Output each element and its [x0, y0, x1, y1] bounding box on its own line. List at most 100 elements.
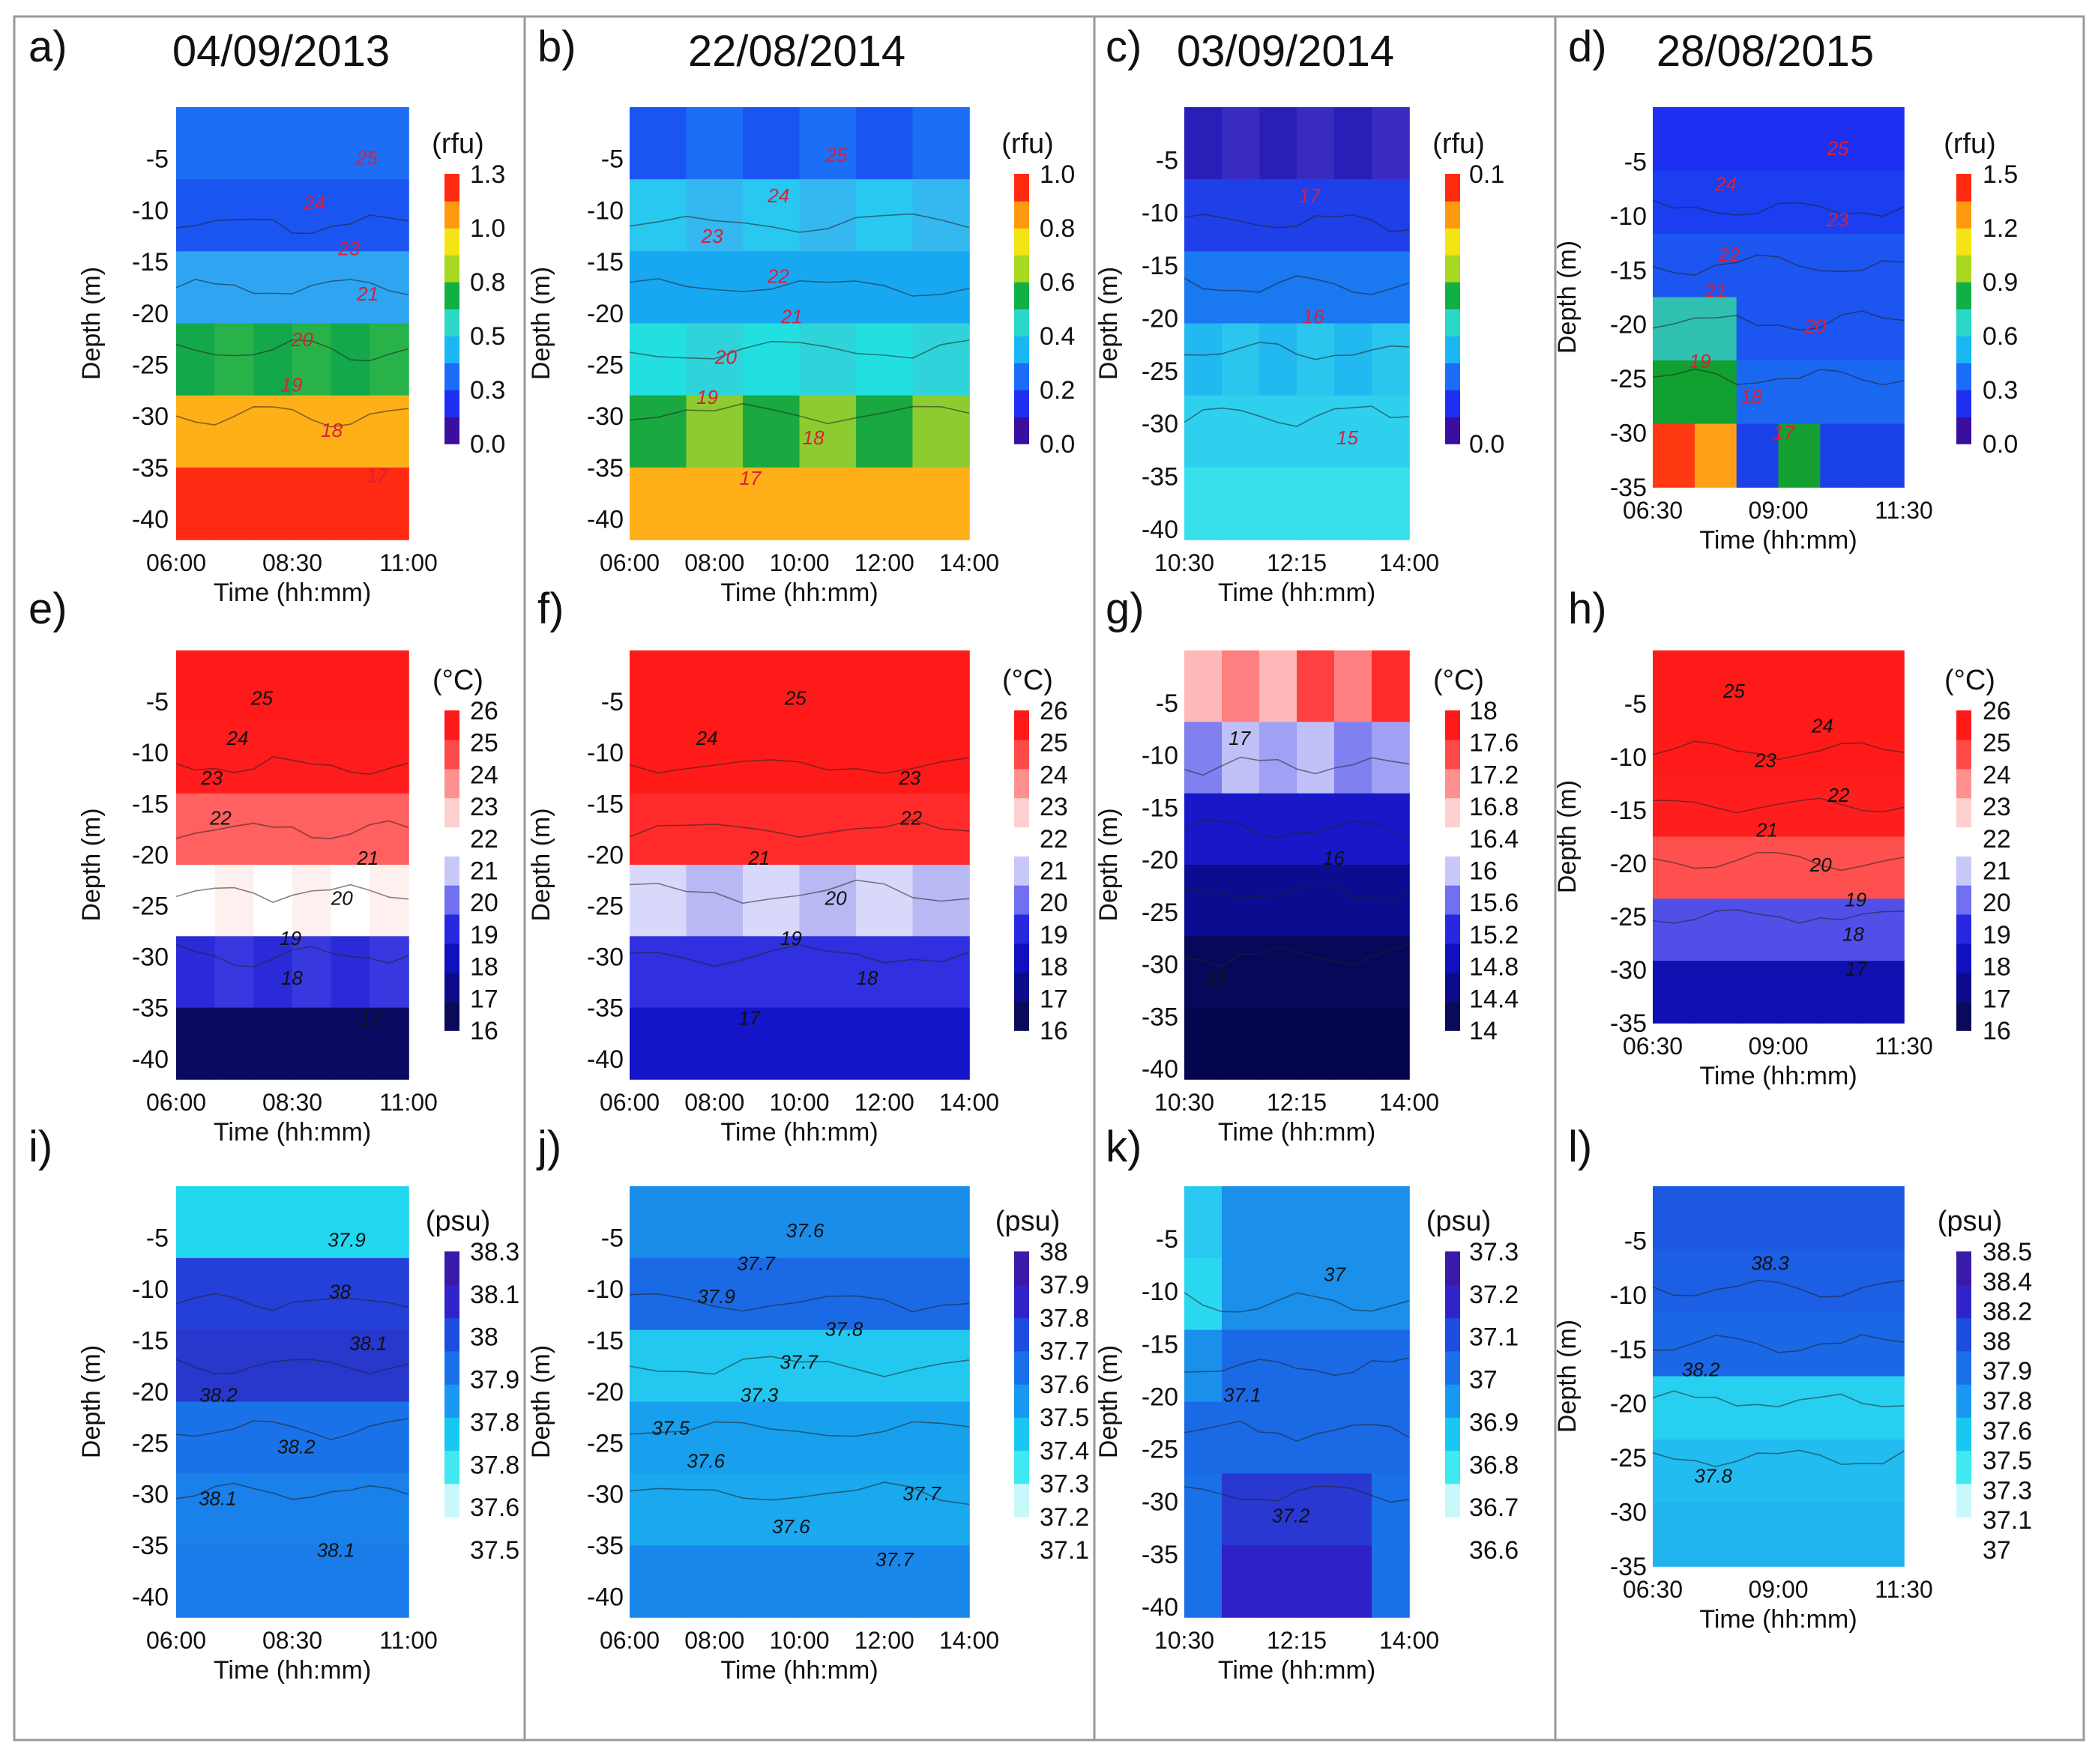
colorbar-tick-label: 37.1 [1983, 1506, 2032, 1535]
field-cell [176, 1473, 216, 1546]
panel-j: j)37.637.737.937.837.737.337.537.637.737… [527, 1123, 1089, 1685]
colorbar-tick-label: 18 [470, 953, 498, 982]
colorbar-segment [444, 1251, 459, 1285]
field-cell [1694, 650, 1737, 713]
panel-k: k) 37 37.1 37.2 -5 -10 -15 -20 -25 -30 -35 -40 Depth… [1094, 1123, 1519, 1685]
colorbar: (°C)26 25 24 23 22 21 20 19 18 17 16 [1944, 665, 2011, 1045]
colorbar-segment [1445, 739, 1460, 770]
field-cell [1184, 395, 1223, 468]
field-cell [630, 1545, 687, 1618]
colorbar-unit: (psu) [426, 1206, 491, 1237]
colorbar: (psu)38.538.438.23837.937.837.637.537.33… [1938, 1206, 2032, 1565]
field-cell [1736, 1186, 1779, 1251]
isoline [175, 1293, 409, 1311]
contour-label: 19 [280, 927, 301, 949]
y-tick-label: -35 [132, 994, 169, 1023]
y-tick-label: -5 [601, 688, 624, 716]
contour-label: 23 [1754, 749, 1776, 772]
y-tick-label: -30 [587, 943, 624, 972]
colorbar-segment [1014, 913, 1029, 944]
x-axis-label: Time (hh:mm) [1699, 526, 1857, 555]
colorbar-tick-label: 36.9 [1469, 1408, 1519, 1437]
contour-field [630, 1186, 970, 1618]
contour-label: 21 [747, 847, 770, 869]
colorbar-unit: (°C) [1002, 665, 1053, 696]
colorbar-tick-label: 0.8 [470, 268, 505, 297]
field-cell [1653, 423, 1695, 488]
field-cell [253, 1401, 293, 1475]
colorbar-tick-label: 37.5 [470, 1536, 519, 1565]
contour-label: 38 [329, 1281, 351, 1303]
colorbar-segment [1956, 282, 1971, 309]
field-cell [1694, 170, 1737, 235]
field-cell [253, 1007, 293, 1080]
field-cell [214, 650, 255, 723]
colorbar-segment [1956, 417, 1971, 444]
field-cell [176, 323, 216, 396]
colorbar-segment [1014, 943, 1029, 973]
colorbar-tick-label: 21 [1983, 857, 2011, 886]
colorbar-segment [444, 336, 459, 363]
field-cell [331, 722, 371, 794]
colorbar-segment [1445, 1284, 1460, 1319]
colorbar-tick-label: 24 [1983, 761, 2011, 789]
colorbar-segment [444, 363, 459, 390]
field-cell [1820, 650, 1863, 713]
contour-label: 37.3 [741, 1384, 779, 1407]
colorbar-segment [444, 972, 459, 1002]
isoline [1184, 819, 1410, 840]
x-tick-label: 10:30 [1154, 1627, 1214, 1654]
y-tick-label: -20 [132, 300, 169, 328]
y-tick-label: -25 [1142, 357, 1178, 386]
isolines [1184, 756, 1410, 967]
colorbar-unit: (rfu) [1944, 128, 1996, 160]
colorbar-segment [444, 827, 459, 857]
field-cell [686, 936, 744, 1009]
colorbar-tick-label: 16 [1983, 1017, 2011, 1045]
field-cell [1184, 323, 1223, 396]
colorbar-segment [1014, 1251, 1029, 1285]
panel-title: 03/09/2014 [1177, 27, 1394, 76]
field-cell [1736, 898, 1779, 961]
field-cell [686, 1473, 744, 1546]
colorbar-tick-label: 23 [1983, 793, 2011, 821]
y-axis-label: Depth (m) [1553, 1320, 1582, 1433]
field-cell [856, 467, 914, 540]
colorbar-tick-label: 14 [1469, 1017, 1498, 1045]
field-cell [1736, 1376, 1779, 1440]
colorbar-segment [1956, 1383, 1971, 1418]
field-cell [686, 1545, 744, 1618]
field-cell [856, 323, 914, 396]
field-cell [1297, 793, 1335, 866]
field-cell [370, 395, 409, 468]
field-cell [1778, 360, 1821, 425]
field-cell [1862, 961, 1905, 1024]
field-cell [686, 1401, 744, 1475]
contour-label: 24 [303, 192, 325, 214]
contour-label: 17 [1229, 727, 1251, 749]
colorbar-tick-label: 26 [1983, 697, 2011, 725]
y-tick-label: -25 [587, 1429, 624, 1458]
field-cell [1820, 1186, 1863, 1251]
y-tick-label: -35 [587, 454, 624, 483]
colorbar-tick-label: 0.0 [1469, 430, 1504, 459]
field-cell [1778, 297, 1821, 361]
field-cell [1372, 1007, 1410, 1080]
colorbar-segment [444, 739, 459, 770]
field-cell [799, 179, 857, 253]
colorbar-tick-label: 37.6 [1983, 1417, 2032, 1446]
colorbar-tick-label: 17.2 [1469, 761, 1519, 789]
y-tick-label: -20 [587, 841, 624, 869]
x-tick-label: 14:00 [1379, 1627, 1439, 1654]
field-cell [1372, 1186, 1410, 1259]
field-cell [1736, 360, 1779, 425]
y-tick-label: -20 [132, 1378, 169, 1407]
field-cell [1334, 1545, 1372, 1618]
colorbar-segment [1956, 827, 1971, 857]
field-cell [743, 107, 801, 180]
x-tick-label: 10:00 [769, 1089, 829, 1116]
field-cell [1184, 1186, 1223, 1259]
isolines [1184, 1292, 1410, 1503]
field-cell [1778, 836, 1821, 900]
